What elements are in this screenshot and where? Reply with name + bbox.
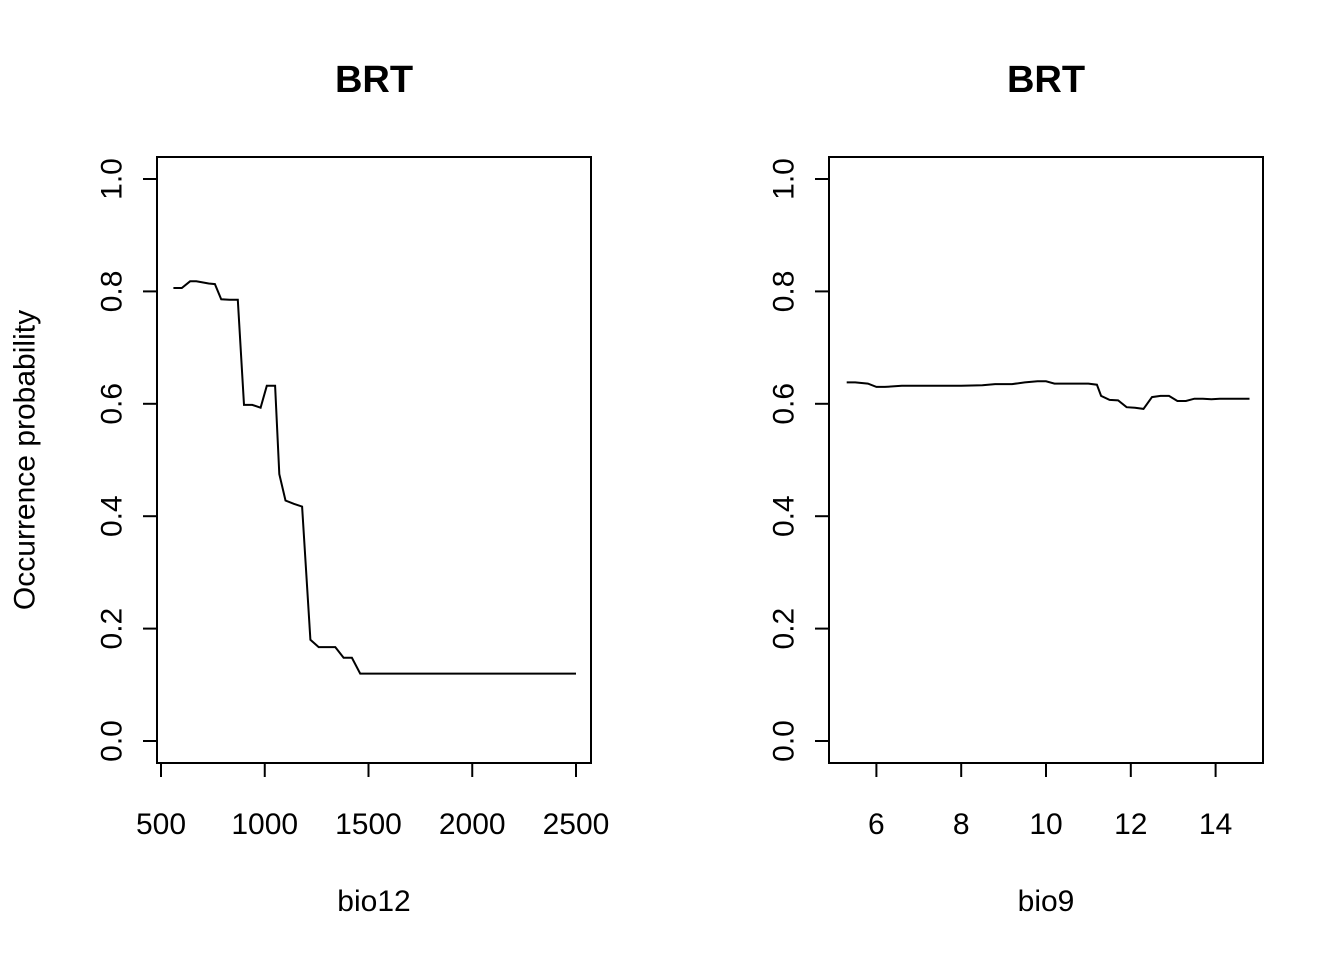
chart-title: BRT — [1007, 59, 1085, 101]
x-axis-title: bio12 — [337, 885, 410, 918]
x-tick-label: 1500 — [335, 808, 402, 841]
y-tick-label: 0.6 — [768, 383, 801, 425]
panels: BRT 500 1000 1500 2000 2500 0.0 0.2 0.4 0.6 0.8 1.0… — [9, 59, 1264, 918]
series-line — [846, 380, 1250, 410]
y-tick-label: 1.0 — [96, 158, 129, 200]
y-tick-label: 0.8 — [96, 271, 129, 313]
x-tick-label: 6 — [868, 808, 885, 841]
y-tick-label: 0.2 — [768, 608, 801, 650]
chart-title: BRT — [335, 59, 413, 101]
x-tick-label: 14 — [1199, 808, 1232, 841]
y-tick-label: 0.0 — [96, 720, 129, 762]
y-tick-label: 0.0 — [768, 720, 801, 762]
x-axis-title: bio9 — [1018, 885, 1075, 918]
x-tick-label: 2000 — [439, 808, 506, 841]
y-tick-label: 0.8 — [768, 271, 801, 313]
chart-panel-1: BRT 500 1000 1500 2000 2500 0.0 0.2 0.4 0.6 0.8 1.0… — [9, 59, 610, 918]
y-tick-label: 1.0 — [768, 158, 801, 200]
y-tick-label: 0.4 — [768, 495, 801, 537]
x-tick-label: 10 — [1029, 808, 1062, 841]
x-tick-label: 8 — [953, 808, 970, 841]
y-tick-label: 0.2 — [96, 608, 129, 650]
chart-panel-2: BRT 6 8 10 12 14 0.0 0.2 0.4 0.6 0.8 1.0 bio9 — [768, 59, 1264, 918]
series-line — [173, 280, 576, 675]
y-axis-title: Occurrence probability — [9, 310, 42, 610]
x-tick-label: 12 — [1114, 808, 1147, 841]
y-tick-label: 0.6 — [96, 383, 129, 425]
x-tick-label: 1000 — [231, 808, 298, 841]
x-tick-label: 2500 — [543, 808, 610, 841]
x-tick-label: 500 — [136, 808, 186, 841]
y-tick-label: 0.4 — [96, 495, 129, 537]
